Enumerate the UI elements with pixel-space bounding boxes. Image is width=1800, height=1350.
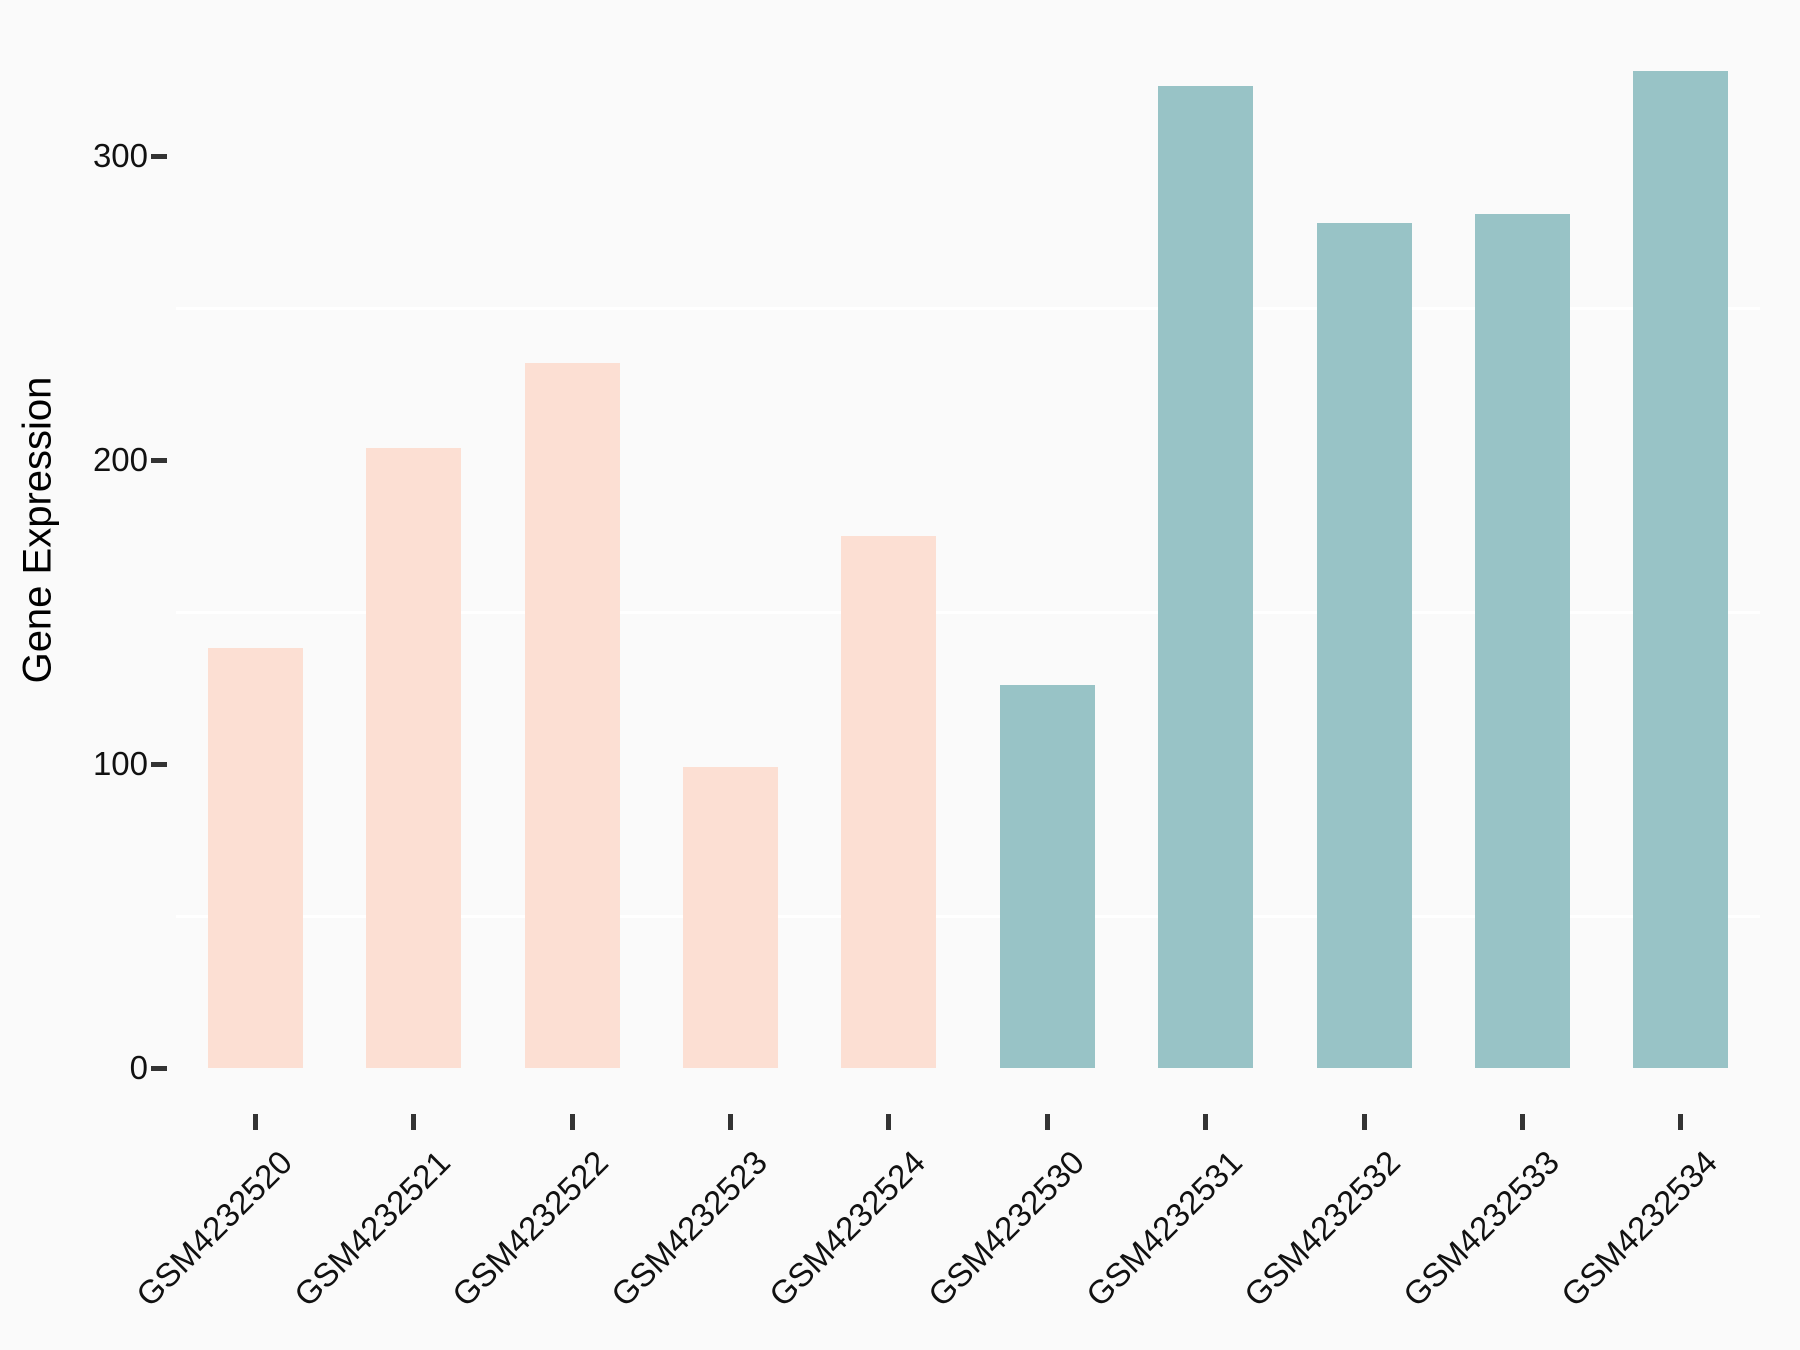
bar-GSM4232521 — [366, 447, 462, 1068]
x-tick-label: GSM4232531 — [1078, 1143, 1250, 1314]
y-tick-label: 300 — [92, 137, 148, 174]
x-tick-mark — [1044, 1114, 1050, 1130]
bar-GSM4232534 — [1633, 70, 1729, 1068]
x-tick-label: GSM4232522 — [445, 1143, 616, 1314]
x-tick-mark — [1203, 1114, 1209, 1130]
x-tick-mark — [1519, 1114, 1525, 1130]
x-tick-label: GSM4232530 — [920, 1143, 1091, 1314]
y-tick-label: 0 — [129, 1049, 148, 1086]
y-tick-label: 200 — [92, 441, 148, 478]
minor-gridline — [176, 306, 1760, 310]
bar-GSM4232530 — [999, 684, 1095, 1068]
x-tick-label: GSM4232523 — [603, 1143, 774, 1314]
x-tick-label: GSM4232520 — [128, 1143, 299, 1314]
x-tick-mark — [886, 1114, 892, 1130]
x-tick-label: GSM4232521 — [286, 1143, 458, 1314]
x-tick-mark — [1361, 1114, 1367, 1130]
x-tick-mark — [1678, 1114, 1684, 1130]
y-axis-title: Gene Expression — [15, 376, 60, 684]
minor-gridline — [176, 914, 1760, 918]
bar-GSM4232533 — [1474, 213, 1570, 1068]
x-tick-label: GSM4232533 — [1395, 1143, 1566, 1314]
x-tick-mark — [569, 1114, 575, 1130]
y-tick-mark — [151, 457, 167, 463]
bar-GSM4232532 — [1316, 222, 1412, 1068]
x-tick-label: GSM4232534 — [1554, 1143, 1725, 1314]
y-tick-mark — [151, 153, 167, 159]
x-tick-mark — [411, 1114, 417, 1130]
y-tick-mark — [151, 1065, 167, 1071]
bar-GSM4232523 — [682, 767, 778, 1068]
x-tick-label: GSM4232524 — [762, 1143, 933, 1314]
y-tick-label: 100 — [92, 745, 148, 782]
bar-GSM4232520 — [207, 648, 303, 1068]
bar-GSM4232531 — [1158, 86, 1254, 1068]
minor-gridline — [176, 610, 1760, 614]
bar-GSM4232524 — [841, 536, 937, 1068]
y-tick-mark — [151, 761, 167, 767]
x-tick-mark — [727, 1114, 733, 1130]
bar-GSM4232522 — [524, 362, 620, 1068]
x-tick-label: GSM4232532 — [1237, 1143, 1408, 1314]
x-tick-mark — [252, 1114, 258, 1130]
